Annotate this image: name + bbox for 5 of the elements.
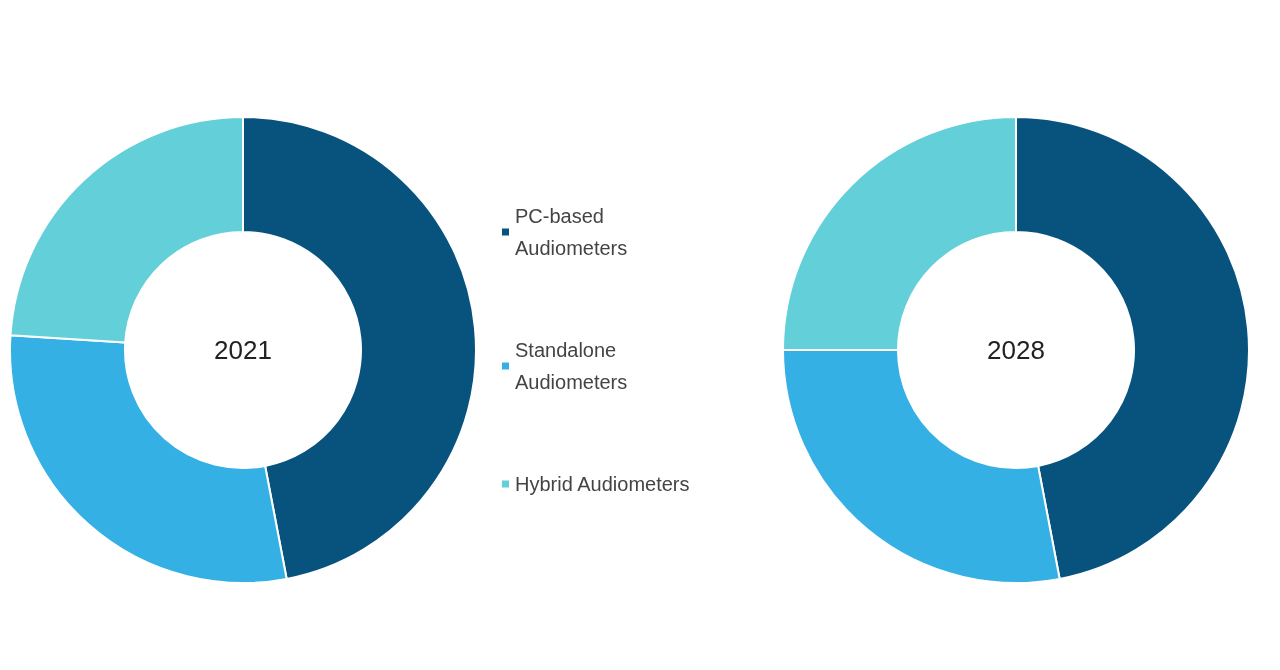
legend-label: Hybrid Audiometers [515, 473, 690, 495]
slice-label: 2021 [214, 335, 272, 365]
slice-label: 2028 [987, 335, 1045, 365]
legend-label: PC-based Audiometers [515, 205, 628, 259]
legend-label: Standalone Audiometers [515, 339, 628, 393]
